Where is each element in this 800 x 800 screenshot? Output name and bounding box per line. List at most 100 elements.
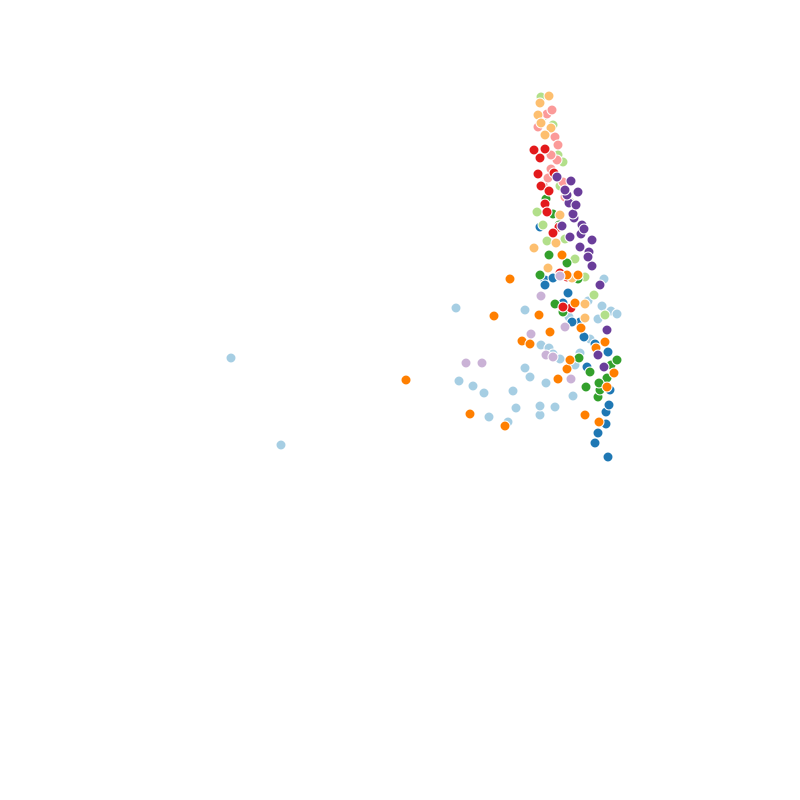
data-point [608,367,620,379]
data-point [478,387,490,399]
data-point [578,223,590,235]
data-point [539,143,551,155]
data-point [488,310,500,322]
data-point [569,297,581,309]
data-point [592,427,604,439]
data-point [570,199,582,211]
data-point [611,354,623,366]
data-point [483,411,495,423]
series-8 [460,270,577,385]
data-point [275,439,287,451]
data-point [589,437,601,449]
data-point [550,237,562,249]
data-point [551,171,563,183]
data-point [575,322,587,334]
data-point [539,279,551,291]
data-point [598,361,610,373]
data-point [559,321,571,333]
data-point [593,416,605,428]
data-point [510,402,522,414]
data-point [544,326,556,338]
data-point [552,373,564,385]
data-point [561,363,573,375]
data-point [225,352,237,364]
data-point [602,451,614,463]
data-point [499,420,511,432]
data-point [547,227,559,239]
series-9 [551,171,613,373]
data-point [554,209,566,221]
data-point [546,104,558,116]
data-point [574,241,586,253]
data-point [599,309,611,321]
data-point [524,338,536,350]
data-point [535,117,547,129]
data-point [599,336,611,348]
data-point [601,381,613,393]
data-point [525,328,537,340]
data-point [567,208,579,220]
data-point [602,346,614,358]
data-point [519,362,531,374]
data-point [535,180,547,192]
data-point [534,269,546,281]
data-point [580,381,592,393]
data-point [534,152,546,164]
data-point [528,242,540,254]
data-point [554,270,566,282]
data-point [584,366,596,378]
data-point [504,273,516,285]
data-point [549,401,561,413]
data-point [552,139,564,151]
data-point [400,374,412,386]
data-point [611,308,623,320]
data-point [534,400,546,412]
data-point [450,302,462,314]
data-point [578,331,590,343]
data-point [556,249,568,261]
series-7 [400,249,620,432]
data-point [556,220,568,232]
data-point [460,357,472,369]
data-point [565,175,577,187]
data-point [531,206,543,218]
data-point [541,206,553,218]
series-6 [528,90,591,324]
data-point [601,324,613,336]
data-point [453,375,465,387]
data-point [534,97,546,109]
data-point [543,90,555,102]
data-point [533,309,545,321]
data-point [519,304,531,316]
data-point [537,219,549,231]
data-point [594,279,606,291]
data-point [582,251,594,263]
data-point [564,231,576,243]
data-point [561,257,573,269]
data-point [467,380,479,392]
data-point [567,390,579,402]
data-point [524,371,536,383]
data-point [547,351,559,363]
data-point [596,300,608,312]
data-point [572,186,584,198]
data-point [542,262,554,274]
data-point [528,144,540,156]
data-point [464,408,476,420]
data-point [562,287,574,299]
data-point [543,185,555,197]
data-point [579,298,591,310]
data-point [543,249,555,261]
data-point [535,290,547,302]
data-point [586,260,598,272]
data-point [507,385,519,397]
data-point [476,357,488,369]
data-point [588,289,600,301]
data-point [540,377,552,389]
points-layer [225,90,623,463]
data-point [579,409,591,421]
data-point [564,354,576,366]
data-point [579,312,591,324]
